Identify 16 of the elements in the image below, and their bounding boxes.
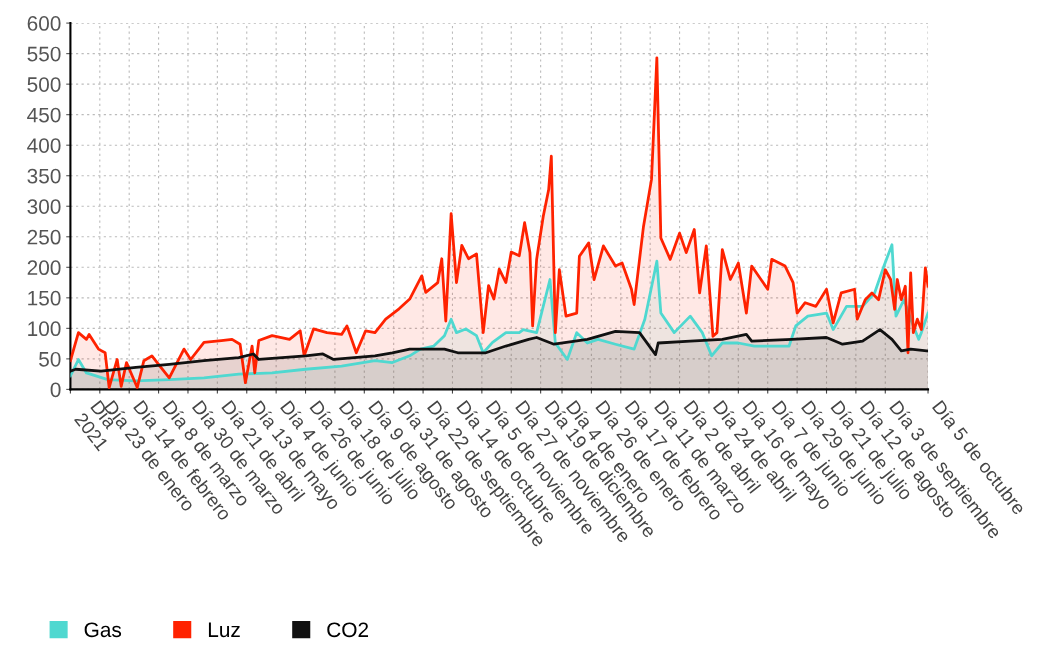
y-tick-label: 500 xyxy=(27,77,61,92)
y-tick-label: 50 xyxy=(39,351,61,367)
y-tick-label: 450 xyxy=(27,107,61,123)
y-tick-label: 0 xyxy=(50,382,61,398)
y-tick-label: 200 xyxy=(27,260,61,276)
legend-label: Gas xyxy=(84,622,122,638)
legend-label: Luz xyxy=(208,622,240,638)
y-tick-label: 550 xyxy=(27,46,61,62)
y-tick-label: 300 xyxy=(27,199,61,214)
legend-label: CO2 xyxy=(327,622,369,638)
y-tick-label: 600 xyxy=(27,16,61,31)
y-tick-label: 250 xyxy=(27,229,61,245)
y-tick-label: 100 xyxy=(28,321,61,337)
y-tick-label: 400 xyxy=(27,138,61,153)
y-tick-label: 350 xyxy=(27,168,61,184)
y-tick-label: 150 xyxy=(28,290,61,306)
